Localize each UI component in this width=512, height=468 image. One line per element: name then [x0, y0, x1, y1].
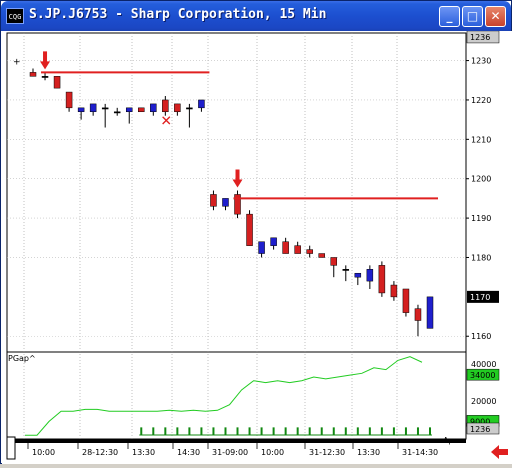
candle-body	[318, 253, 325, 258]
candle-body	[198, 99, 205, 109]
candle-body	[270, 237, 277, 246]
scroll-right-arrow-icon[interactable]	[491, 445, 508, 459]
time-tick-label: 28-12:30	[82, 448, 118, 457]
scroll-handle[interactable]	[6, 436, 16, 460]
candle-body	[426, 296, 434, 329]
candle-body	[210, 194, 217, 207]
candle-body	[65, 91, 73, 109]
time-tick-label: 31-14:30	[402, 448, 438, 457]
price-tick-label: 1190	[471, 214, 491, 223]
candle-body	[282, 241, 289, 254]
close-button[interactable]: ✕	[485, 6, 506, 27]
indicator-value-badge	[466, 368, 500, 381]
app-icon[interactable]: CQG	[6, 8, 24, 24]
price-tick-label: 1160	[471, 332, 491, 341]
scrollbar-track[interactable]	[7, 439, 466, 443]
indicator-tick-label: 1236	[470, 425, 490, 434]
current-price-label: 1170	[470, 293, 490, 302]
candle-body	[402, 288, 410, 313]
candle-body	[222, 198, 229, 207]
candle-body	[390, 284, 398, 298]
indicator-tick-label: 40000	[471, 360, 496, 369]
candle-body	[125, 107, 133, 113]
chart-area[interactable]: 1236 1230 1220 1210 1200 1190 1180 1170 1160 ✕ + …	[2, 30, 512, 464]
candle-body	[330, 257, 338, 266]
candle-body	[53, 76, 61, 89]
down-arrow-icon	[40, 51, 51, 70]
candle-body	[113, 111, 121, 114]
price-tick-label: 1220	[471, 96, 491, 105]
candles	[29, 68, 434, 337]
candle-body	[354, 272, 362, 278]
x-axis-corner-label: Apr	[443, 436, 458, 445]
price-tick-label: 1210	[471, 135, 491, 144]
time-tick-label: 10:00	[261, 448, 284, 457]
candle-body	[234, 194, 241, 215]
time-tick-label: 13:30	[132, 448, 155, 457]
time-axis: 10:00 28-12:30 13:30 14:30 31-09:00 10:00 31-1…	[27, 443, 438, 457]
time-tick-label: 10:00	[32, 448, 55, 457]
price-pane[interactable]	[6, 32, 467, 353]
overlays: ✕+	[13, 51, 438, 200]
candle-body	[174, 103, 181, 113]
price-axis: 1236 1230 1220 1210 1200 1190 1180 1170 1160	[466, 30, 500, 341]
window-title: S.JP.J6753 - Sharp Corporation, 15 Min	[29, 7, 327, 22]
indicator-line	[25, 356, 423, 436]
candle-body	[162, 99, 169, 113]
indicator-plot	[25, 356, 432, 436]
x-mark-icon: ✕	[160, 114, 172, 130]
time-tick-label: 31-12:30	[309, 448, 345, 457]
candle-body	[414, 308, 422, 321]
title-bar[interactable]: CQG S.JP.J6753 - Sharp Corporation, 15 M…	[1, 1, 511, 31]
indicator-value-label: 34000	[470, 371, 495, 380]
indicator-value-label: 9000	[470, 417, 490, 426]
candle-body	[294, 245, 301, 254]
candle-body	[41, 76, 49, 78]
candle-body	[246, 213, 253, 246]
price-tick-label: 1236	[470, 33, 490, 42]
time-tick-label: 14:30	[177, 448, 200, 457]
candle-body	[101, 107, 109, 110]
down-arrow-icon	[232, 169, 243, 188]
prior-close-tick: +	[13, 58, 21, 68]
candle-body	[306, 249, 313, 254]
candle-body	[366, 269, 374, 282]
candle-body	[77, 107, 85, 113]
candle-body	[89, 103, 97, 113]
indicator-tick-label: 20000	[471, 397, 496, 406]
current-price-badge	[467, 290, 499, 303]
candle-body	[378, 265, 386, 294]
price-top-badge	[466, 30, 500, 44]
time-tick-label: 13:30	[357, 448, 380, 457]
candle-body	[342, 269, 350, 271]
price-tick-label: 1200	[471, 175, 491, 184]
candle-body	[29, 72, 37, 77]
candle-body	[138, 107, 145, 113]
maximize-button[interactable]: □	[462, 6, 483, 27]
indicator-bottom-badge	[466, 422, 500, 435]
indicator-label: PGap^	[8, 354, 36, 363]
candle-body	[186, 107, 193, 110]
minimize-button[interactable]: _	[439, 6, 460, 27]
candle-body	[258, 241, 265, 254]
time-tick-label: 31-09:00	[212, 448, 248, 457]
price-tick-label: 1180	[471, 253, 491, 262]
price-tick-label: 1230	[471, 57, 491, 66]
candle-body	[150, 103, 157, 113]
